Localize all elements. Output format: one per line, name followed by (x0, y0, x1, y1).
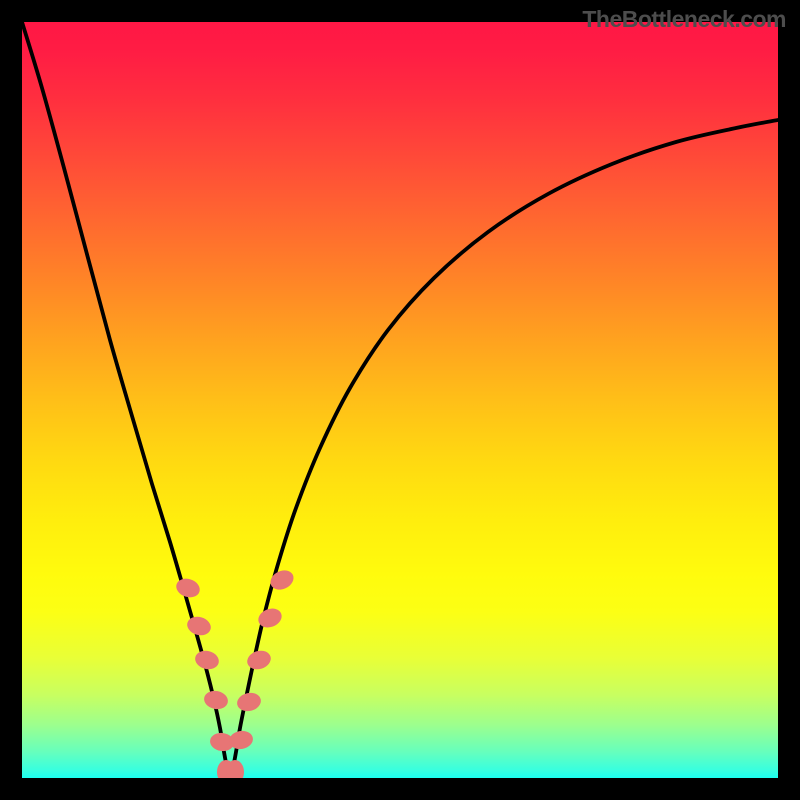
watermark-text: TheBottleneck.com (582, 6, 786, 33)
gradient-background (22, 22, 778, 778)
bottleneck-chart-svg (0, 0, 800, 800)
chart-frame: TheBottleneck.com (0, 0, 800, 800)
